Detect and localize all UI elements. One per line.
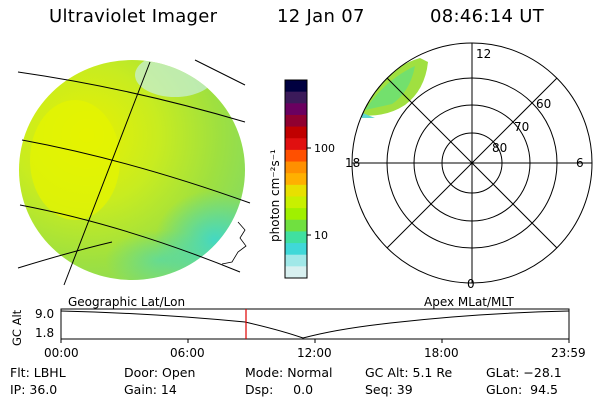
colorbar-band	[285, 184, 307, 197]
colorbar-band	[285, 254, 307, 267]
status-gain: Gain: 14	[124, 382, 177, 397]
colorbar-band	[285, 138, 307, 151]
status-seq: Seq: 39	[365, 382, 413, 397]
colorbar-band	[285, 80, 307, 93]
colorbar-band	[285, 219, 307, 232]
lat-lon-grid	[17, 59, 251, 286]
polar-label-60: 60	[536, 97, 551, 111]
timeline-tick-2: 12:00	[297, 346, 332, 360]
timeline-right-label: Apex MLat/MLT	[424, 295, 514, 309]
status-mode: Mode: Normal	[245, 365, 333, 380]
status-glat: GLat: −28.1	[486, 365, 562, 380]
status-glon: GLon: 94.5	[486, 382, 558, 397]
colorbar-band	[285, 231, 307, 244]
timeline-y-max: 9.0	[35, 307, 55, 321]
status-ip: IP: 36.0	[10, 382, 58, 397]
status-gc-alt: GC Alt: 5.1 Re	[365, 365, 453, 380]
status-dsp: Dsp: 0.0	[245, 382, 314, 397]
colorbar-band	[285, 149, 307, 163]
timeline-y-min: 1.8	[35, 326, 55, 340]
colorbar-band	[285, 161, 307, 174]
timeline-left-label: Geographic Lat/Lon	[68, 295, 186, 309]
polar-label-12: 12	[476, 47, 491, 61]
colorbar-tick-10: 10	[314, 229, 328, 242]
coastline	[221, 221, 247, 265]
colorbar-band	[285, 114, 307, 128]
polar-label-80: 80	[492, 141, 507, 155]
header-time: 08:46:14 UT	[430, 6, 545, 27]
colorbar-tick-100: 100	[314, 142, 335, 155]
timeline-tick-4: 23:59	[551, 346, 586, 360]
colorbar-band	[285, 173, 307, 186]
colorbar-band	[285, 91, 307, 104]
polar-label-0: 0	[467, 277, 475, 291]
colorbar-band	[285, 126, 307, 139]
status-filter: Flt: LBHL	[10, 365, 66, 380]
polar-label-18: 18	[345, 156, 360, 170]
polar-label-70: 70	[514, 120, 529, 134]
status-door: Door: Open	[124, 365, 196, 380]
app-title: Ultraviolet Imager	[49, 6, 218, 27]
colorbar-band	[285, 103, 307, 116]
colorbar-band	[285, 243, 307, 256]
timeline-tick-0: 00:00	[44, 346, 79, 360]
polar-label-6: 6	[576, 156, 584, 170]
colorbar-band	[285, 266, 307, 279]
timeline-tick-3: 18:00	[424, 346, 459, 360]
timeline-tick-1: 06:00	[170, 346, 205, 360]
colorbar-band	[285, 196, 307, 209]
header-date: 12 Jan 07	[277, 6, 365, 27]
colorbar-band	[285, 208, 307, 221]
